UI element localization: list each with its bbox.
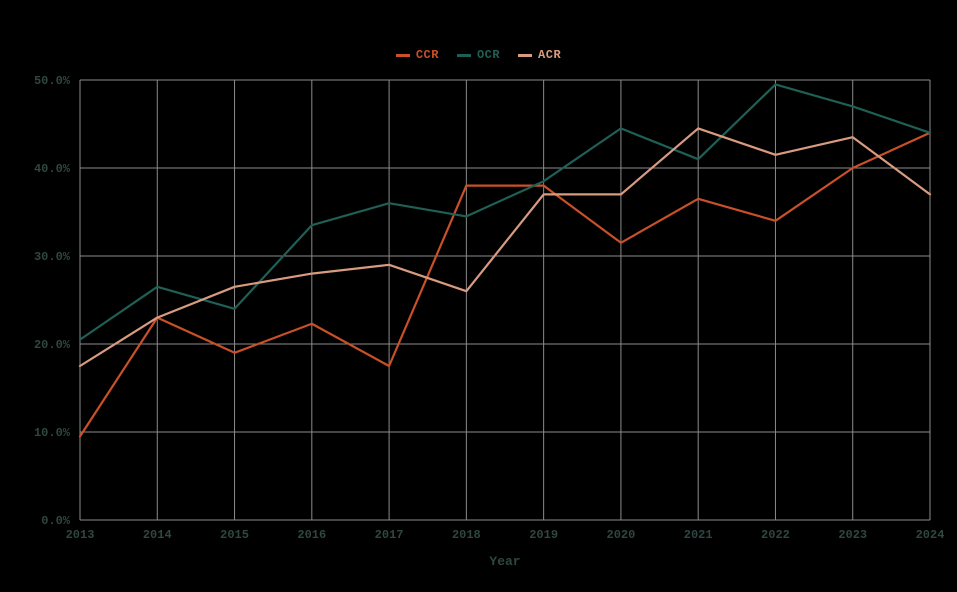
y-tick-label: 30.0% (34, 250, 71, 264)
line-chart: CCROCRACR 201320142015201620172018201920… (0, 0, 957, 592)
x-tick-label: 2023 (838, 528, 867, 542)
y-tick-label: 10.0% (34, 426, 71, 440)
legend-item-ocr: OCR (457, 48, 500, 62)
x-tick-label: 2017 (375, 528, 404, 542)
legend-item-acr: ACR (518, 48, 561, 62)
legend-swatch (396, 54, 410, 57)
x-tick-label: 2015 (220, 528, 249, 542)
x-tick-label: 2014 (143, 528, 172, 542)
legend-swatch (457, 54, 471, 57)
x-tick-label: 2013 (66, 528, 95, 542)
series-group (80, 84, 930, 436)
chart-legend: CCR OCR ACR (0, 48, 957, 62)
y-tick-label: 20.0% (34, 338, 71, 352)
series-line-ocr (80, 84, 930, 339)
series-line-acr (80, 128, 930, 366)
x-axis-label: Year (489, 554, 520, 569)
x-tick-label: 2018 (452, 528, 481, 542)
x-tick-label: 2021 (684, 528, 713, 542)
chart-svg: 2013 2014 2015 2016 2017 2018 2019 2020 2021 2022… (0, 0, 957, 592)
x-tick-label: 2024 (916, 528, 945, 542)
legend-label: ACR (538, 48, 561, 62)
x-tick-label: 2022 (761, 528, 790, 542)
legend-label: OCR (477, 48, 500, 62)
x-tick-label: 2020 (607, 528, 636, 542)
legend-item-ccr: CCR (396, 48, 439, 62)
y-tick-label: 50.0% (34, 74, 71, 88)
y-tick-label: 40.0% (34, 162, 71, 176)
x-tick-label: 2016 (297, 528, 326, 542)
legend-swatch (518, 54, 532, 57)
legend-label: CCR (416, 48, 439, 62)
series-line-ccr (80, 133, 930, 437)
y-tick-label: 0.0% (41, 514, 71, 528)
x-tick-label: 2019 (529, 528, 558, 542)
